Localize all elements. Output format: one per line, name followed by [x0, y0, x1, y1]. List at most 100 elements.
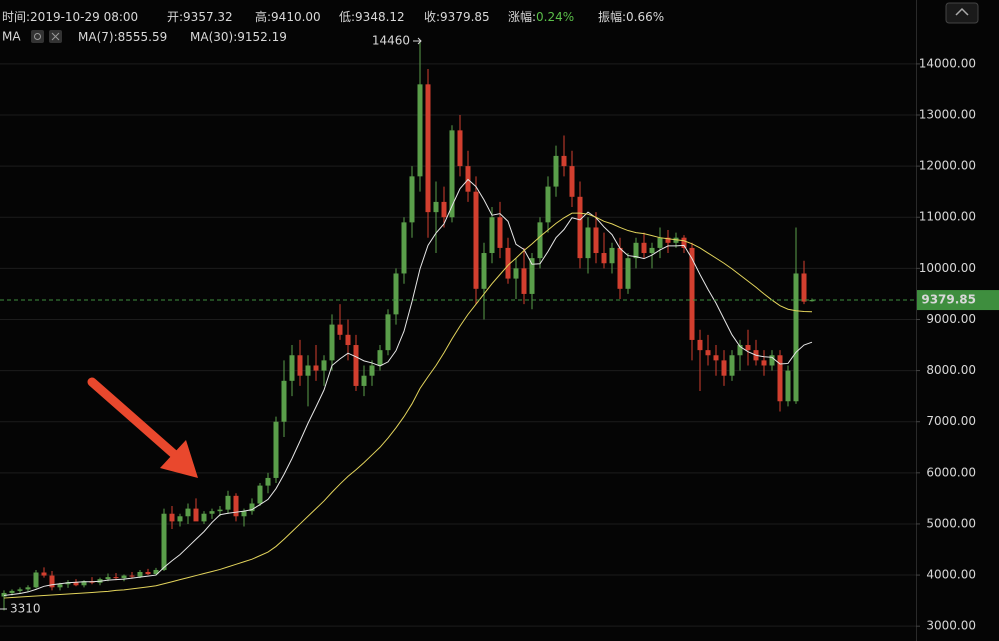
candle-body: [209, 511, 215, 514]
candle-body: [521, 268, 527, 294]
candle-body: [457, 130, 463, 167]
candle-body: [41, 572, 47, 576]
candle-body: [729, 355, 735, 376]
candle-body: [545, 186, 551, 223]
candle-body: [769, 355, 775, 366]
candle-body: [321, 360, 327, 371]
y-axis: 3000.00 4000.00 5000.00 6000.00 7000.00 8000.…: [916, 56, 999, 633]
candle-body: [569, 166, 575, 197]
legend-name: MA(7): [78, 30, 114, 44]
candle-body: [689, 247, 695, 340]
high-arrow: [413, 37, 422, 45]
y-tick-label: 12000.00: [919, 159, 976, 173]
plot: [0, 40, 916, 611]
candle-body: [529, 258, 535, 294]
candle-body: [577, 196, 583, 259]
y-tick-label: 9000.00: [926, 312, 976, 326]
candle-body: [609, 247, 615, 264]
legend-value: 9152.19: [237, 30, 287, 44]
current-price-box: [917, 290, 999, 311]
candle-body: [473, 191, 479, 289]
y-tick-label: 3000.00: [926, 619, 976, 633]
candle-body: [489, 217, 495, 254]
candle-body: [305, 365, 311, 376]
candle-body: [353, 345, 359, 386]
candle-body: [193, 508, 199, 522]
header-label: 时间:: [2, 10, 30, 24]
candle-body: [657, 237, 663, 248]
header-item: 振幅:0.66%: [598, 9, 664, 24]
candle-body: [641, 242, 647, 254]
candle-body: [713, 355, 719, 361]
header-label: 振幅:: [598, 9, 626, 24]
candle-body: [137, 571, 143, 577]
candle-body: [145, 571, 151, 575]
candle-body: [673, 237, 679, 243]
candle-body: [617, 247, 623, 289]
candle-body: [281, 380, 287, 422]
candle-body: [705, 350, 711, 356]
header-label: 低:: [339, 10, 355, 24]
indicator-label: MA: [2, 30, 21, 44]
y-tick-label: 7000.00: [926, 414, 976, 428]
candle-body: [385, 314, 391, 351]
candle-body: [57, 584, 63, 588]
header-value: 0.66%: [626, 10, 664, 24]
header-item: 时间:2019-10-29 08:00: [2, 10, 138, 24]
y-tick-label: 10000.00: [919, 261, 976, 275]
settings-glyph: [34, 33, 41, 40]
header-value: 2019-10-29 08:00: [30, 10, 138, 24]
candle-body: [129, 575, 135, 577]
candle-body: [289, 355, 295, 381]
candle-body: [369, 365, 375, 376]
candle-body: [185, 508, 191, 517]
candle-body: [9, 590, 15, 593]
header-value: 0.24%: [536, 10, 574, 24]
current-price-label: 9379.85: [921, 293, 976, 307]
collapse-button[interactable]: [945, 2, 979, 24]
header-item: 开:9357.32: [167, 10, 233, 24]
header-item: 高:9410.00: [255, 9, 321, 24]
legend-value: 8555.59: [118, 30, 168, 44]
candle-body: [49, 575, 55, 588]
candle-body: [761, 360, 767, 366]
candle-body: [417, 84, 423, 177]
candle-body: [1, 592, 7, 597]
header-value: 9379.85: [440, 10, 490, 24]
header-value: 9348.12: [355, 10, 405, 24]
candle-body: [329, 324, 335, 361]
candle-body: [553, 155, 559, 187]
low-annotation: 3310: [10, 602, 41, 616]
candle-body: [113, 577, 119, 579]
legend: MA(7):8555.59 MA(30):9152.19: [78, 30, 287, 44]
candle-body: [697, 339, 703, 351]
candle-body: [433, 201, 439, 213]
header: 时间:2019-10-29 08:00 开:9357.32 高:9410.00 低:9…: [2, 9, 664, 24]
y-tick-label: 4000.00: [926, 568, 976, 582]
header-label: 高:: [255, 9, 271, 24]
candle-body: [793, 273, 799, 402]
candle-body: [593, 227, 599, 254]
candle-body: [393, 273, 399, 315]
candle-body: [169, 513, 175, 522]
candle-body: [33, 572, 39, 588]
candle-body: [217, 509, 223, 512]
high-annotation: 14460: [372, 34, 410, 48]
candle-body: [449, 130, 455, 218]
candle-body: [745, 345, 751, 351]
legend-entry: MA(7):8555.59: [78, 30, 167, 44]
candle-body: [537, 222, 543, 259]
candle-body: [801, 273, 807, 302]
candle-body: [73, 582, 79, 586]
candle-body: [721, 360, 727, 376]
header-label: 收:: [424, 10, 440, 24]
candle-body: [441, 201, 447, 218]
candle-body: [809, 300, 815, 302]
candle-body: [273, 421, 279, 478]
settings-icon[interactable]: [31, 30, 44, 43]
header-item: 涨幅:0.24%: [508, 9, 574, 24]
ma-line: [3, 212, 813, 599]
header-item: 低:9348.12: [339, 10, 405, 24]
